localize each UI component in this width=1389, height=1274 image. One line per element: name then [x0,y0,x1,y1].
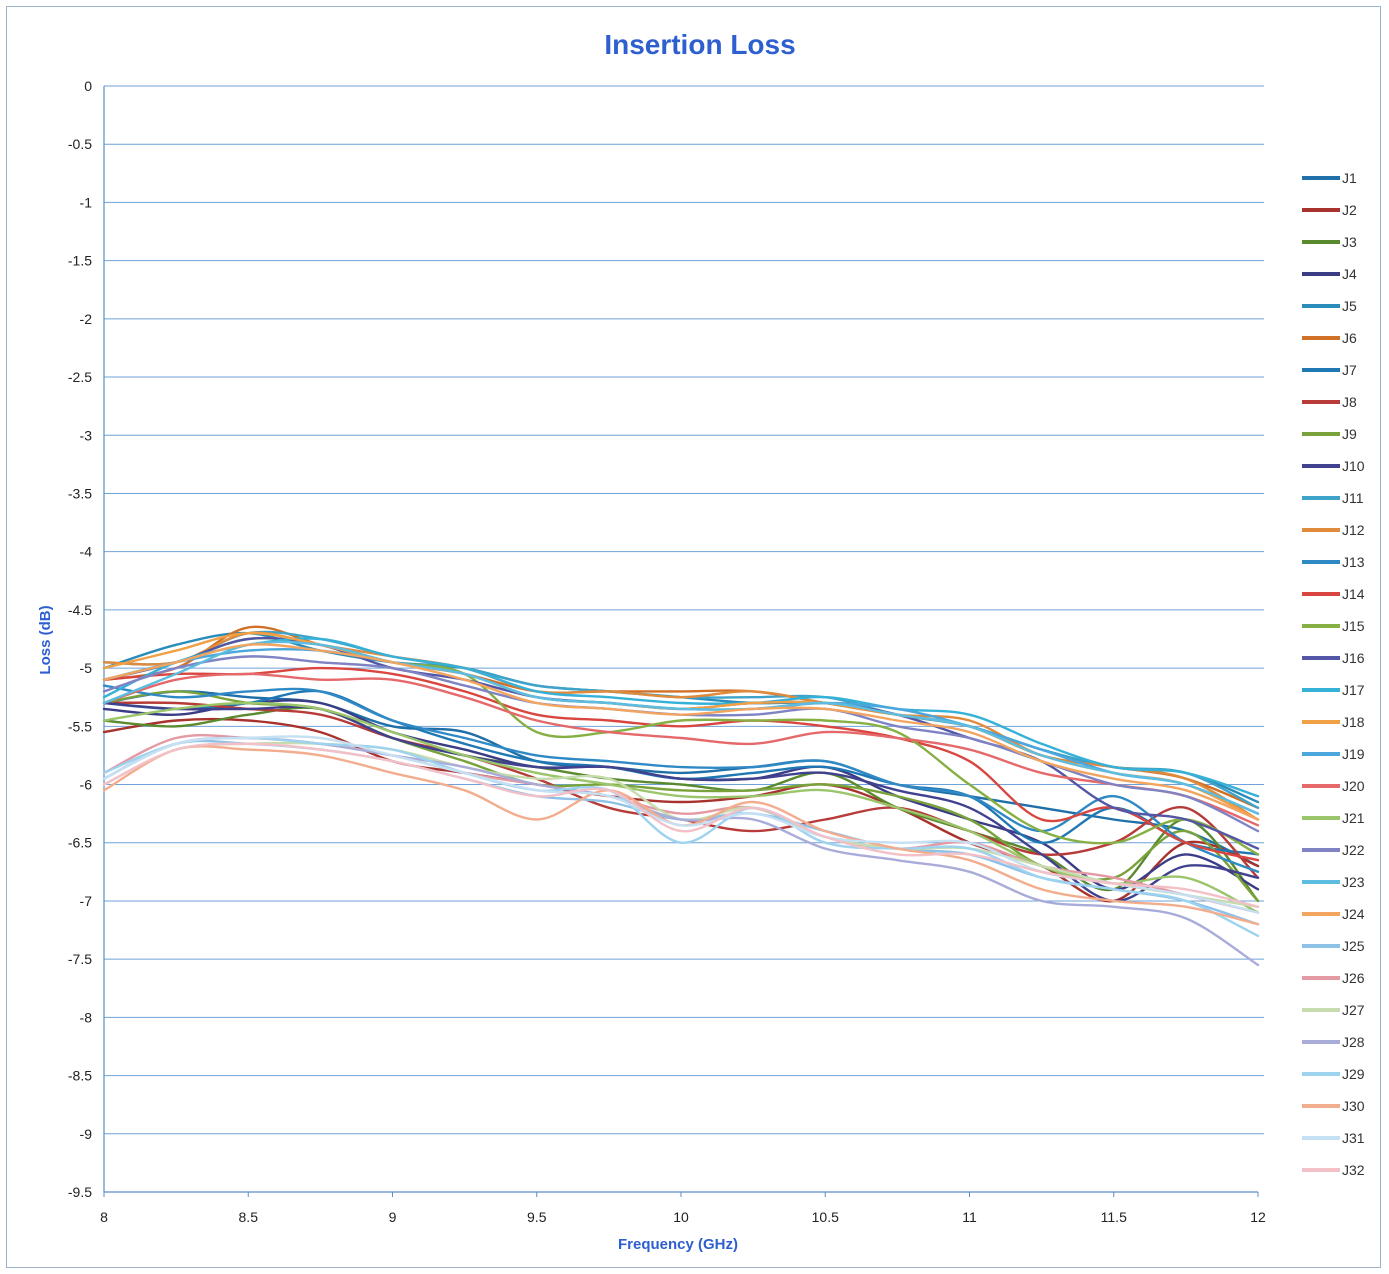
series-lines [102,625,1260,967]
legend-label-j3: J3 [1342,234,1357,250]
x-axis-label: Frequency (GHz) [618,1236,738,1253]
y-tick-label: -2.5 [68,369,92,385]
y-tick-label: -7 [80,893,93,909]
x-tick-label: 12 [1250,1209,1266,1225]
legend-label-j21: J21 [1342,810,1365,826]
y-tick-label: -8 [80,1009,93,1025]
y-tick-label: -1 [80,194,93,210]
y-tick-label: -8.5 [68,1068,92,1084]
chart-title: Insertion Loss [604,29,795,60]
y-tick-label: -5 [80,660,93,676]
series-line-j17 [102,637,1260,798]
series-line-j32 [102,742,1260,908]
legend-label-j29: J29 [1342,1066,1365,1082]
y-axis-label: Loss (dB) [37,605,54,674]
legend-label-j15: J15 [1342,618,1365,634]
y-tick-label: -4 [80,544,93,560]
y-tick-label: 0 [84,78,92,94]
series-line-j14 [102,666,1260,862]
y-tick-label: -2 [80,311,93,327]
legend-label-j16: J16 [1342,650,1365,666]
legend-label-j1: J1 [1342,170,1357,186]
legend-label-j4: J4 [1342,266,1357,282]
series-line-j19 [102,647,1260,815]
x-tick-label: 9.5 [527,1209,547,1225]
y-tick-label: -9.5 [68,1184,92,1200]
legend-label-j28: J28 [1342,1034,1365,1050]
series-line-j29 [102,736,1260,938]
legend-label-j11: J11 [1342,490,1364,506]
legend-label-j24: J24 [1342,906,1365,922]
x-tick-label: 9 [389,1209,397,1225]
legend-label-j22: J22 [1342,842,1365,858]
legend-label-j14: J14 [1342,586,1365,602]
legend-label-j31: J31 [1342,1130,1365,1146]
y-tick-label: -4.5 [68,602,92,618]
x-tick-label: 11 [962,1209,977,1225]
legend-label-j30: J30 [1342,1098,1365,1114]
axes: 0 -0.5 -1 -1.5 -2 -2.5 -3 -3.5 -4 -4.5 -5 -5.5 -6 -6.… [68,78,1266,1225]
x-tick-label: 8.5 [239,1209,259,1225]
y-tick-label: -3.5 [68,485,92,501]
y-tick-label: -6 [80,777,93,793]
legend-label-j2: J2 [1342,202,1357,218]
legend-label-j26: J26 [1342,970,1365,986]
series-line-j2 [102,717,1260,903]
y-tick-label: -9 [80,1126,93,1142]
legend-label-j27: J27 [1342,1002,1365,1018]
legend-label-j13: J13 [1342,554,1365,570]
legend-label-j7: J7 [1342,362,1357,378]
legend-label-j18: J18 [1342,714,1365,730]
legend-label-j25: J25 [1342,938,1365,954]
y-tick-label: -1.5 [68,253,92,269]
y-tick-label: -0.5 [68,136,92,152]
legend-label-j12: J12 [1342,522,1365,538]
y-tick-label: -3 [80,427,93,443]
legend-label-j9: J9 [1342,426,1357,442]
series-line-j23 [102,640,1260,815]
legend-label-j32: J32 [1342,1162,1365,1178]
series-line-j20 [102,672,1260,827]
grid-lines [104,85,1264,1135]
series-line-j24 [102,643,1260,821]
y-tick-label: -6.5 [68,835,92,851]
y-tick-label: -5.5 [68,718,92,734]
legend-label-j5: J5 [1342,298,1357,314]
legend-label-j23: J23 [1342,874,1365,890]
series-line-j21 [102,701,1260,914]
legend-label-j6: J6 [1342,330,1357,346]
x-tick-label: 8 [100,1209,108,1225]
legend-label-j10: J10 [1342,458,1365,474]
legend-label-j19: J19 [1342,746,1365,762]
legend: J1 J2 J3 J4 J5 J6 J7 J8 J9 J10 J11 J12 J13 J14 J15 J16 J… [1302,170,1365,1178]
legend-label-j8: J8 [1342,394,1357,410]
series-line-j4 [102,699,1260,891]
y-tick-label: -7.5 [68,951,92,967]
x-tick-label: 11.5 [1101,1209,1127,1225]
x-tick-label: 10.5 [812,1209,839,1225]
x-tick-label: 10 [673,1209,689,1225]
legend-label-j17: J17 [1342,682,1365,698]
legend-label-j20: J20 [1342,778,1365,794]
